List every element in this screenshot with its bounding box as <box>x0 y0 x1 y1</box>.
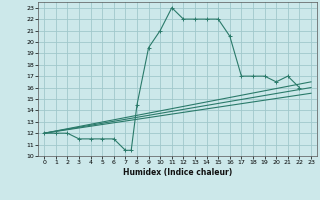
X-axis label: Humidex (Indice chaleur): Humidex (Indice chaleur) <box>123 168 232 177</box>
